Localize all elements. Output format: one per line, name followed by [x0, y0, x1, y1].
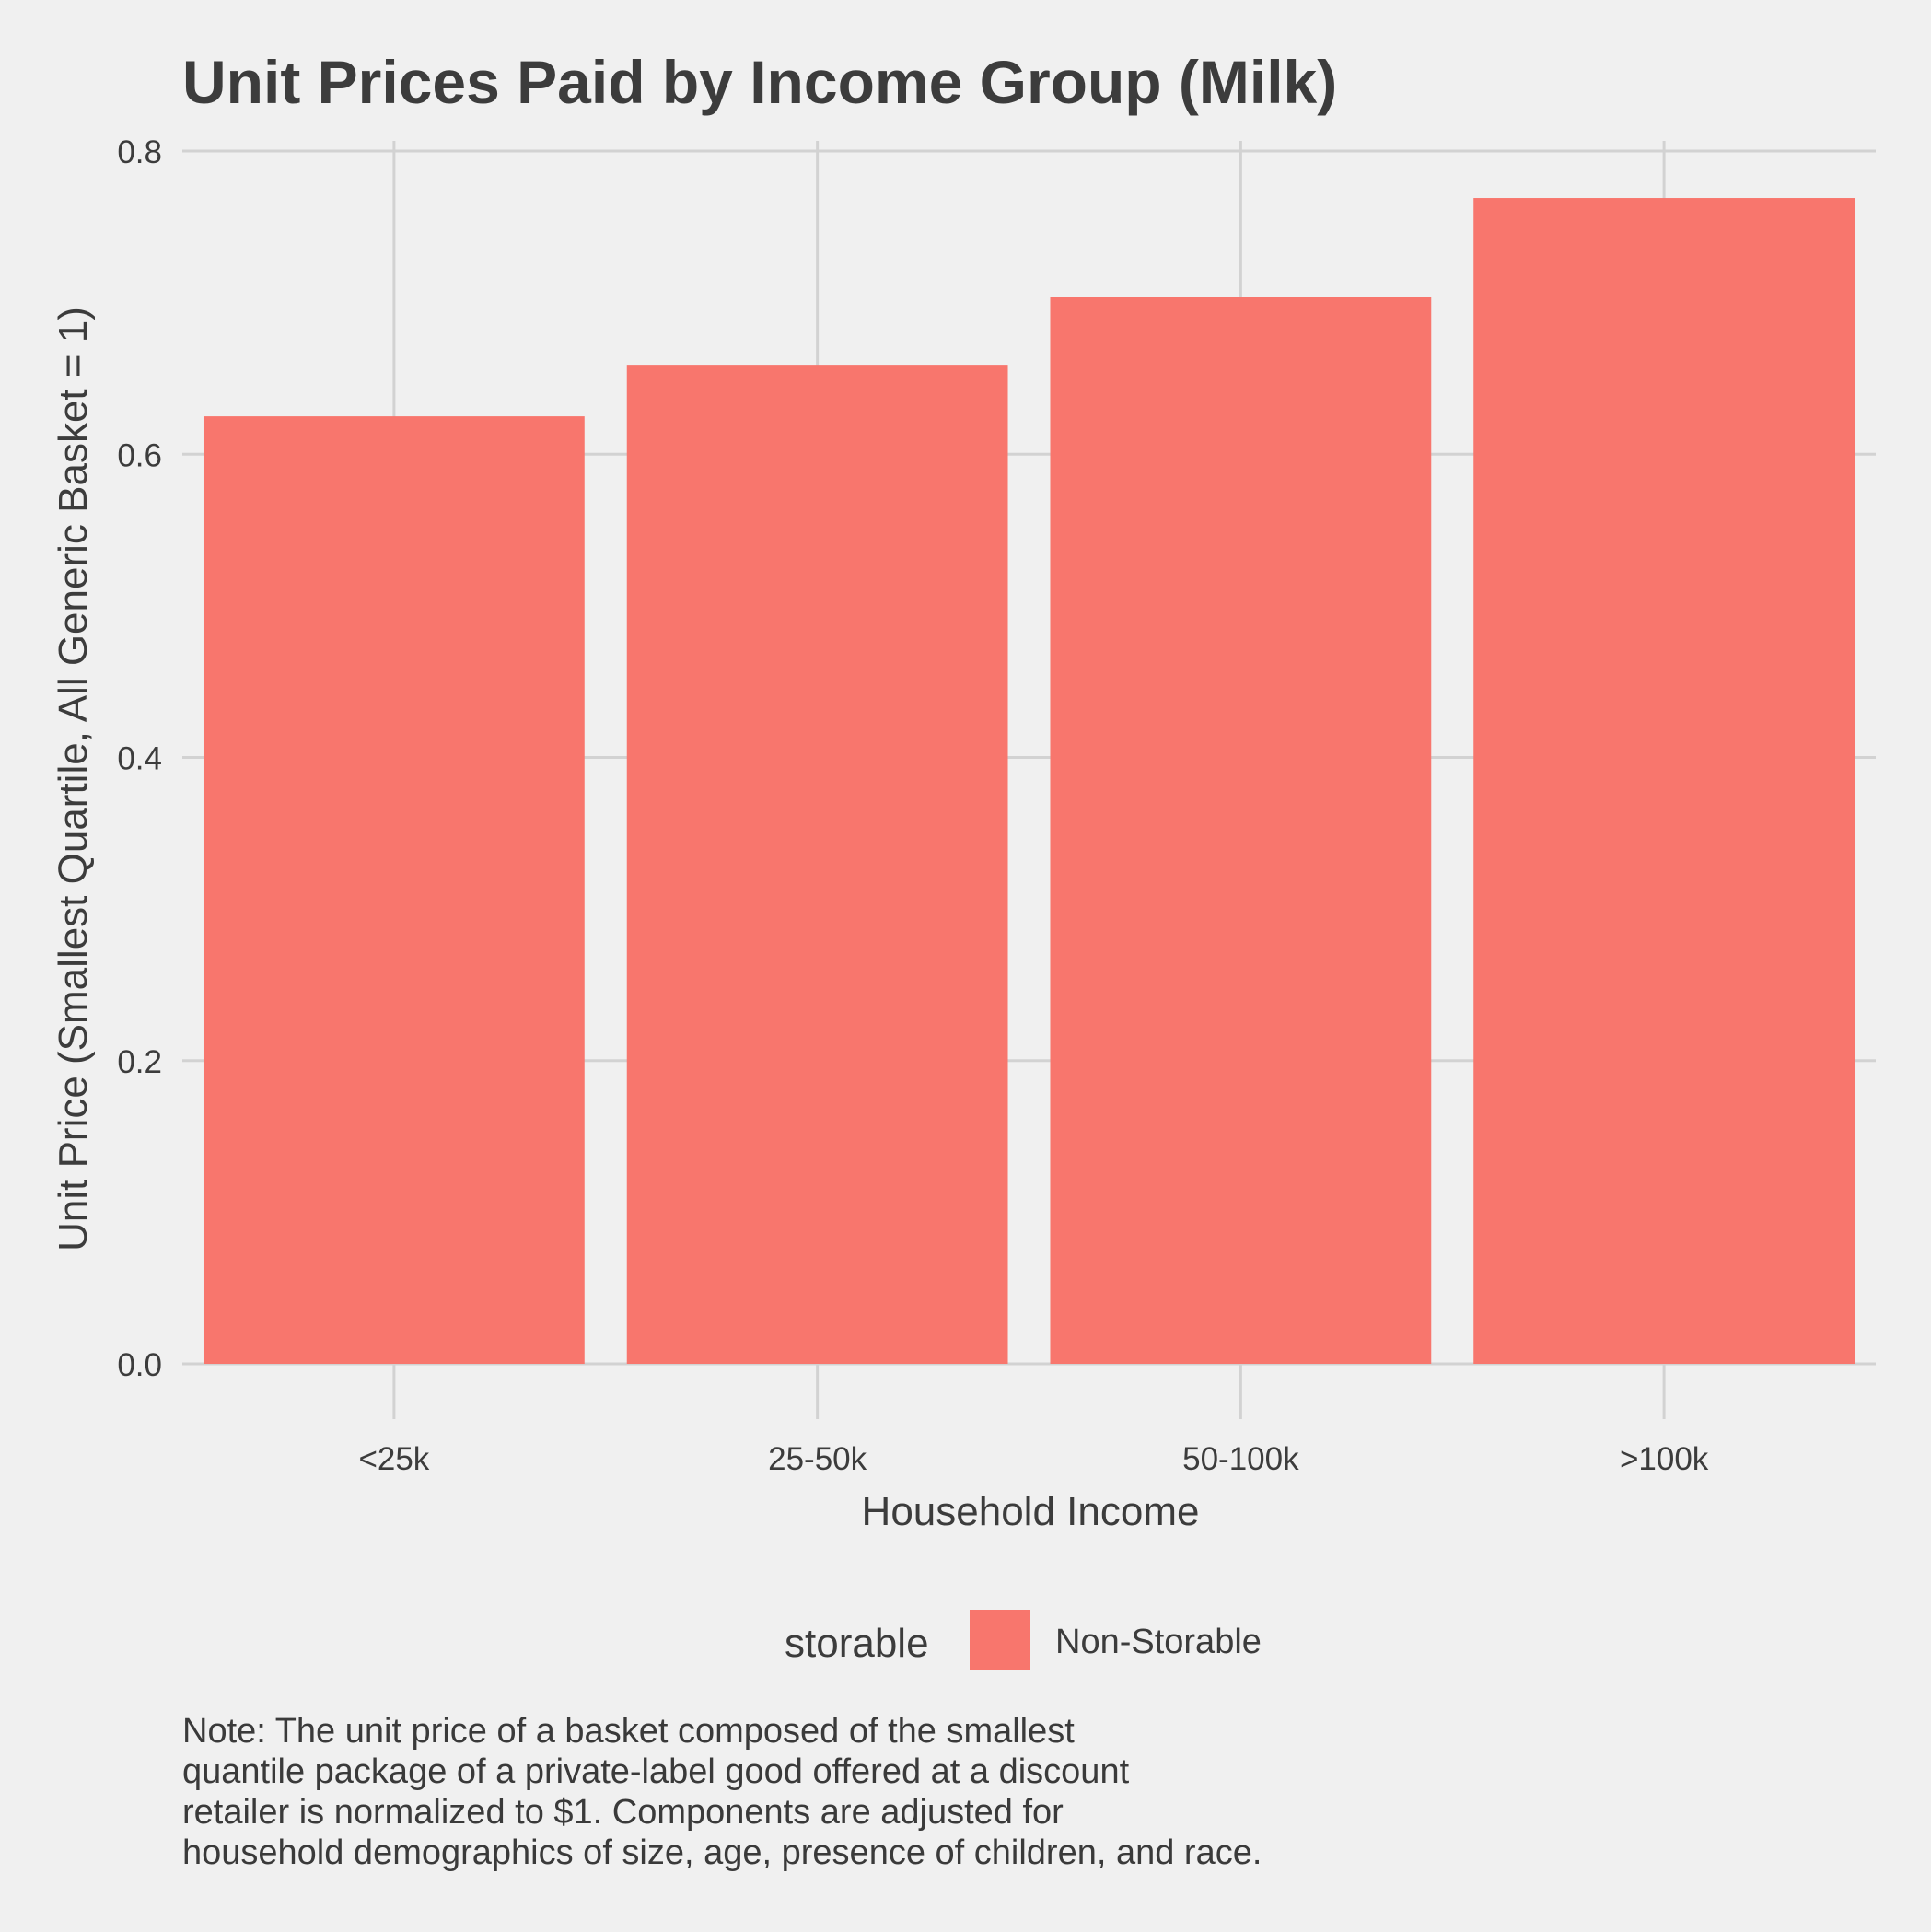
x-tick-label: 50-100k: [1182, 1441, 1299, 1477]
legend-key-non-storable: [970, 1610, 1030, 1670]
chart-title: Unit Prices Paid by Income Group (Milk): [182, 48, 1337, 116]
note-line: household demographics of size, age, pre…: [182, 1833, 1262, 1872]
legend: storable Non-Storable: [785, 1610, 1262, 1670]
y-tick-label: 0.0: [117, 1347, 162, 1383]
x-axis-label: Household Income: [862, 1489, 1200, 1534]
x-tick-label: >100k: [1620, 1441, 1709, 1477]
y-axis-label: Unit Price (Smallest Quartile, All Gener…: [51, 307, 96, 1251]
y-tick-label: 0.8: [117, 134, 162, 170]
y-tick-label: 0.2: [117, 1044, 162, 1080]
legend-title: storable: [785, 1621, 929, 1666]
bar-<25k: [203, 416, 585, 1364]
chart-note: Note: The unit price of a basket compose…: [182, 1711, 1656, 1873]
y-axis-ticks: 0.0 0.2 0.4 0.6 0.8: [117, 134, 162, 1383]
note-line: retailer is normalized to $1. Components…: [182, 1793, 1064, 1832]
bar-50-100k: [1050, 297, 1432, 1364]
note-line: quantile package of a private-label good…: [182, 1752, 1130, 1791]
x-tick-label: 25-50k: [768, 1441, 867, 1477]
x-tick-label: <25k: [358, 1441, 429, 1477]
y-tick-label: 0.6: [117, 437, 162, 473]
note-line: Note: The unit price of a basket compose…: [182, 1712, 1075, 1751]
legend-label-non-storable: Non-Storable: [1055, 1623, 1262, 1661]
bar-25-50k: [626, 365, 1008, 1365]
y-tick-label: 0.4: [117, 741, 162, 777]
x-axis-ticks: <25k 25-50k 50-100k >100k: [358, 1441, 1708, 1477]
bar->100k: [1473, 198, 1855, 1365]
bars: [203, 198, 1855, 1365]
